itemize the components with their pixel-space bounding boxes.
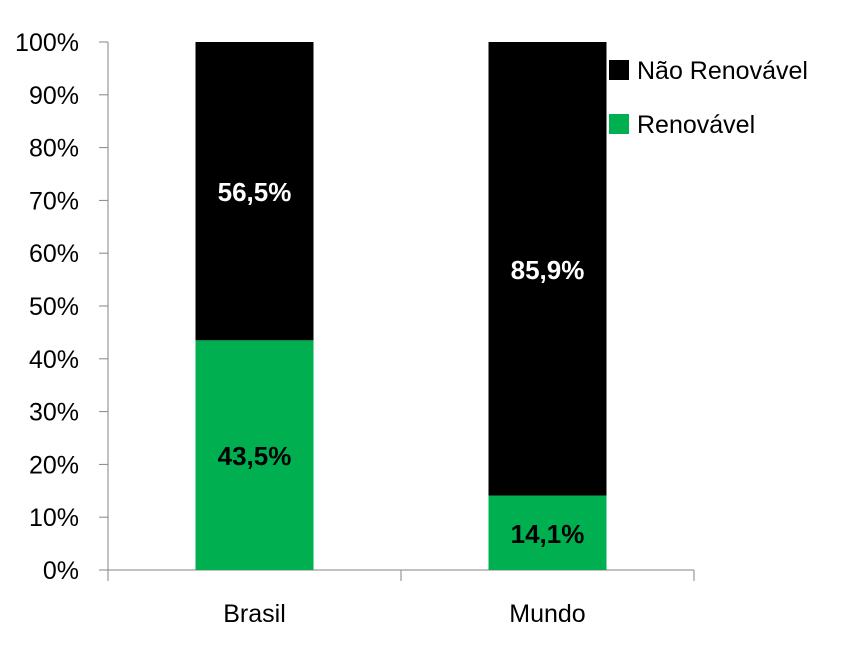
- y-tick-label: 0%: [43, 557, 79, 585]
- y-tick-label: 10%: [29, 504, 79, 532]
- bar-segment: [195, 340, 314, 570]
- y-tick-label: 20%: [29, 451, 79, 479]
- y-tick-label: 100%: [15, 29, 79, 57]
- y-tick-label: 90%: [29, 82, 79, 110]
- y-tick-label: 70%: [29, 187, 79, 215]
- x-tick-label: Brasil: [223, 600, 286, 628]
- data-label: 56,5%: [218, 177, 292, 207]
- data-label: 14,1%: [511, 519, 585, 549]
- y-tick-label: 80%: [29, 135, 79, 163]
- y-tick-label: 40%: [29, 346, 79, 374]
- data-label: 43,5%: [218, 441, 292, 471]
- legend-swatch: [609, 114, 629, 134]
- legend-label: Renovável: [637, 111, 755, 139]
- legend-label: Não Renovável: [637, 57, 808, 85]
- data-label: 85,9%: [511, 255, 585, 285]
- y-tick-label: 50%: [29, 293, 79, 321]
- bar-segment: [488, 495, 607, 570]
- legend-swatch: [609, 60, 629, 80]
- bar-segment: [488, 42, 607, 496]
- y-tick-label: 30%: [29, 399, 79, 427]
- x-tick-label: Mundo: [509, 600, 585, 628]
- bar-segment: [195, 42, 314, 341]
- y-tick-label: 60%: [29, 240, 79, 268]
